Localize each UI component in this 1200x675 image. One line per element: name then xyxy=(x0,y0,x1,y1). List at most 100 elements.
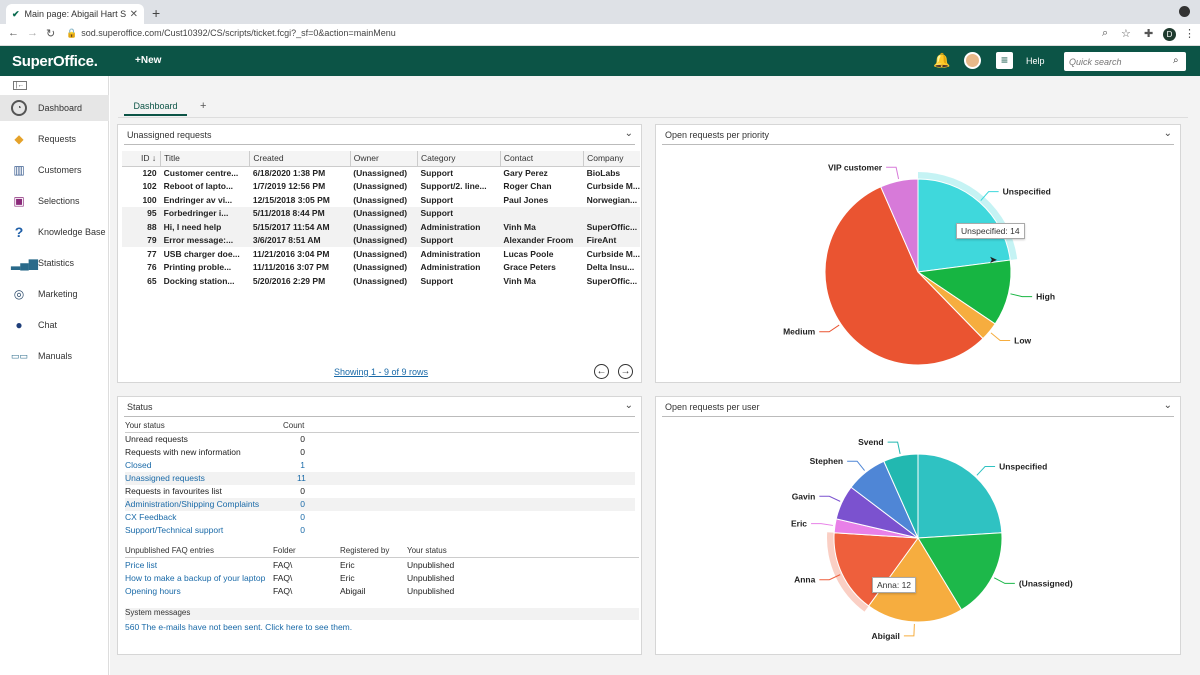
faq-title-link[interactable]: How to make a backup of your laptop xyxy=(125,573,266,583)
pie-slice-unspecified[interactable] xyxy=(917,453,1003,539)
sidebar-item-customers[interactable]: ▥ Customers xyxy=(0,157,109,183)
collapse-sidebar-icon[interactable]: |← xyxy=(13,81,27,90)
column-header-contact[interactable]: Contact xyxy=(500,151,585,167)
status-row[interactable]: Administration/Shipping Complaints 0 xyxy=(125,498,635,511)
sidebar-item-dashboard[interactable]: ◔ Dashboard xyxy=(0,95,109,121)
menu-icon[interactable]: ≡ xyxy=(996,52,1013,69)
url-field[interactable]: 🔒 sod.superoffice.com/Cust10392/CS/script… xyxy=(66,28,396,39)
pie-slice-unassigned[interactable] xyxy=(917,532,1003,611)
status-label[interactable]: Closed xyxy=(125,460,152,470)
faq-row[interactable]: Price list FAQ\ Eric Unpublished xyxy=(125,559,635,572)
table-row[interactable]: 65 Docking station... 5/20/2016 2:29 PM (Un… xyxy=(122,274,640,288)
faq-title-link[interactable]: Price list xyxy=(125,560,158,570)
faq-row[interactable]: Opening hours FAQ\ Abigail Unpublished xyxy=(125,585,635,598)
showing-rows-link[interactable]: Showing 1 - 9 of 9 rows xyxy=(334,367,429,377)
table-row[interactable]: 100 Endringer av vi... 12/15/2018 3:05 PM (… xyxy=(122,193,640,207)
status-row[interactable]: Unassigned requests 11 xyxy=(125,472,635,485)
status-row[interactable]: Support/Technical support 0 xyxy=(125,524,635,537)
star-icon[interactable]: ☆ xyxy=(1121,28,1131,40)
pie-slice-vip-customer[interactable] xyxy=(880,178,919,273)
next-page-icon[interactable]: → xyxy=(618,364,633,379)
sidebar-item-knowledge-base[interactable]: ? Knowledge Base xyxy=(0,219,109,245)
extensions-icon[interactable]: ✚ xyxy=(1144,28,1154,40)
cell-category: Support xyxy=(417,233,501,247)
cell-title[interactable]: Reboot of lapto... xyxy=(163,181,234,192)
help-link[interactable]: Help xyxy=(1026,56,1045,66)
status-count[interactable]: 11 xyxy=(297,473,306,483)
forward-icon[interactable]: → xyxy=(27,27,38,39)
pie-slice-high[interactable] xyxy=(916,259,1012,325)
previous-page-icon[interactable]: ← xyxy=(594,364,609,379)
sidebar-item-manuals[interactable]: ▭▭ Manuals xyxy=(0,343,109,369)
superoffice-logo[interactable]: SuperOffice. xyxy=(12,53,98,70)
cell-title[interactable]: Hi, I need help xyxy=(160,220,250,234)
status-row[interactable]: Closed 1 xyxy=(125,459,635,472)
status-count[interactable]: 1 xyxy=(300,460,305,470)
pie-slice-svend[interactable] xyxy=(883,453,919,539)
back-icon[interactable]: ← xyxy=(8,27,19,39)
status-label[interactable]: Support/Technical support xyxy=(125,525,224,535)
sidebar-item-selections[interactable]: ▣ Selections xyxy=(0,188,109,214)
cell-title[interactable]: Printing proble... xyxy=(163,262,232,273)
column-header-company[interactable]: Company xyxy=(583,151,640,167)
table-row[interactable]: 88 Hi, I need help 5/15/2017 11:54 AM (Unas… xyxy=(122,220,640,234)
tab-dashboard[interactable]: Dashboard xyxy=(124,96,187,116)
faq-row[interactable]: How to make a backup of your laptop FAQ\… xyxy=(125,572,635,585)
status-count[interactable]: 0 xyxy=(300,525,305,535)
cell-title[interactable]: Endringer av vi... xyxy=(163,194,233,205)
table-row[interactable]: 79 Error message:... 3/6/2017 8:51 AM (Unas… xyxy=(122,233,640,247)
browser-profile-avatar[interactable]: D xyxy=(1163,28,1176,41)
table-row[interactable]: 77 USB charger doe... 11/21/2016 3:04 PM (U… xyxy=(122,247,640,261)
target-icon: ◎ xyxy=(13,287,25,301)
status-row[interactable]: CX Feedback 0 xyxy=(125,511,635,524)
priority-pie-chart[interactable]: Unspecified High Low Medium VIP customer xyxy=(656,147,1180,383)
user-avatar[interactable] xyxy=(964,52,981,69)
system-message-link[interactable]: 560 The e-mails have not been sent. Clic… xyxy=(125,622,353,632)
browser-tab[interactable]: ✔ Main page: Abigail Hart Superof ✕ xyxy=(6,4,144,24)
status-label[interactable]: Administration/Shipping Complaints xyxy=(125,499,260,509)
status-count[interactable]: 0 xyxy=(300,512,305,522)
sidebar-item-label: Marketing xyxy=(38,289,78,299)
chevron-down-icon[interactable]: ⌄ xyxy=(1163,128,1172,139)
zoom-icon[interactable]: ⌕ xyxy=(1102,27,1109,39)
faq-title-link[interactable]: Opening hours xyxy=(125,586,181,596)
new-button[interactable]: +New xyxy=(135,55,162,66)
sidebar-item-marketing[interactable]: ◎ Marketing xyxy=(0,281,109,307)
status-label[interactable]: Unassigned requests xyxy=(125,473,205,483)
status-count[interactable]: 0 xyxy=(300,499,305,509)
table-row[interactable]: 95 Forbedringer i... 5/11/2018 8:44 PM (Una… xyxy=(122,206,640,220)
cell-title[interactable]: Docking station... xyxy=(163,275,235,286)
reload-icon[interactable]: ↻ xyxy=(46,28,56,40)
column-header-id[interactable]: ID ↓ xyxy=(122,151,162,167)
cell-title[interactable]: Customer centre... xyxy=(163,168,239,178)
column-header-owner[interactable]: Owner xyxy=(350,151,418,167)
sidebar-item-chat[interactable]: ● Chat xyxy=(0,312,109,338)
table-row[interactable]: 102 Reboot of lapto... 1/7/2019 12:56 PM (U… xyxy=(122,180,640,194)
browser-more-icon[interactable]: ⋮ xyxy=(1184,28,1195,40)
add-tab-button[interactable]: + xyxy=(200,100,207,112)
bell-icon[interactable]: 🔔 xyxy=(933,52,951,68)
search-icon[interactable]: ⌕ xyxy=(1173,55,1179,66)
browser-menu-icon[interactable] xyxy=(1179,6,1190,17)
cell-title[interactable]: Forbedringer i... xyxy=(160,206,250,220)
pie-slice-medium[interactable] xyxy=(824,186,984,366)
table-row[interactable]: 120 Customer centre... 6/18/2020 1:38 PM (U… xyxy=(122,166,640,180)
cell-title[interactable]: Error message:... xyxy=(160,233,250,247)
chevron-down-icon[interactable]: ⌄ xyxy=(624,128,633,139)
sidebar-item-requests[interactable]: ◆ Requests xyxy=(0,126,109,152)
chevron-down-icon[interactable]: ⌄ xyxy=(1163,400,1172,411)
table-row[interactable]: 76 Printing proble... 11/11/2016 3:07 PM (U… xyxy=(122,261,640,275)
new-tab-icon[interactable]: + xyxy=(152,5,161,21)
column-header-category[interactable]: Category xyxy=(417,151,501,167)
status-label[interactable]: CX Feedback xyxy=(125,512,177,522)
cell-title[interactable]: USB charger doe... xyxy=(163,248,240,259)
chevron-down-icon[interactable]: ⌄ xyxy=(624,400,633,411)
user-pie-chart[interactable]: Unspecified (Unassigned) Abigail Anna Eric Ga… xyxy=(656,419,1180,655)
column-header-created[interactable]: Created xyxy=(249,151,351,167)
sidebar-item-statistics[interactable]: ▂▄▆ Statistics xyxy=(0,250,109,276)
column-header-title[interactable]: Title xyxy=(160,151,251,167)
cell-id: 79 xyxy=(122,233,161,247)
close-tab-icon[interactable]: ✕ xyxy=(129,8,138,20)
pie-slice-anna[interactable] xyxy=(833,532,919,607)
quick-search-input[interactable] xyxy=(1064,52,1186,71)
